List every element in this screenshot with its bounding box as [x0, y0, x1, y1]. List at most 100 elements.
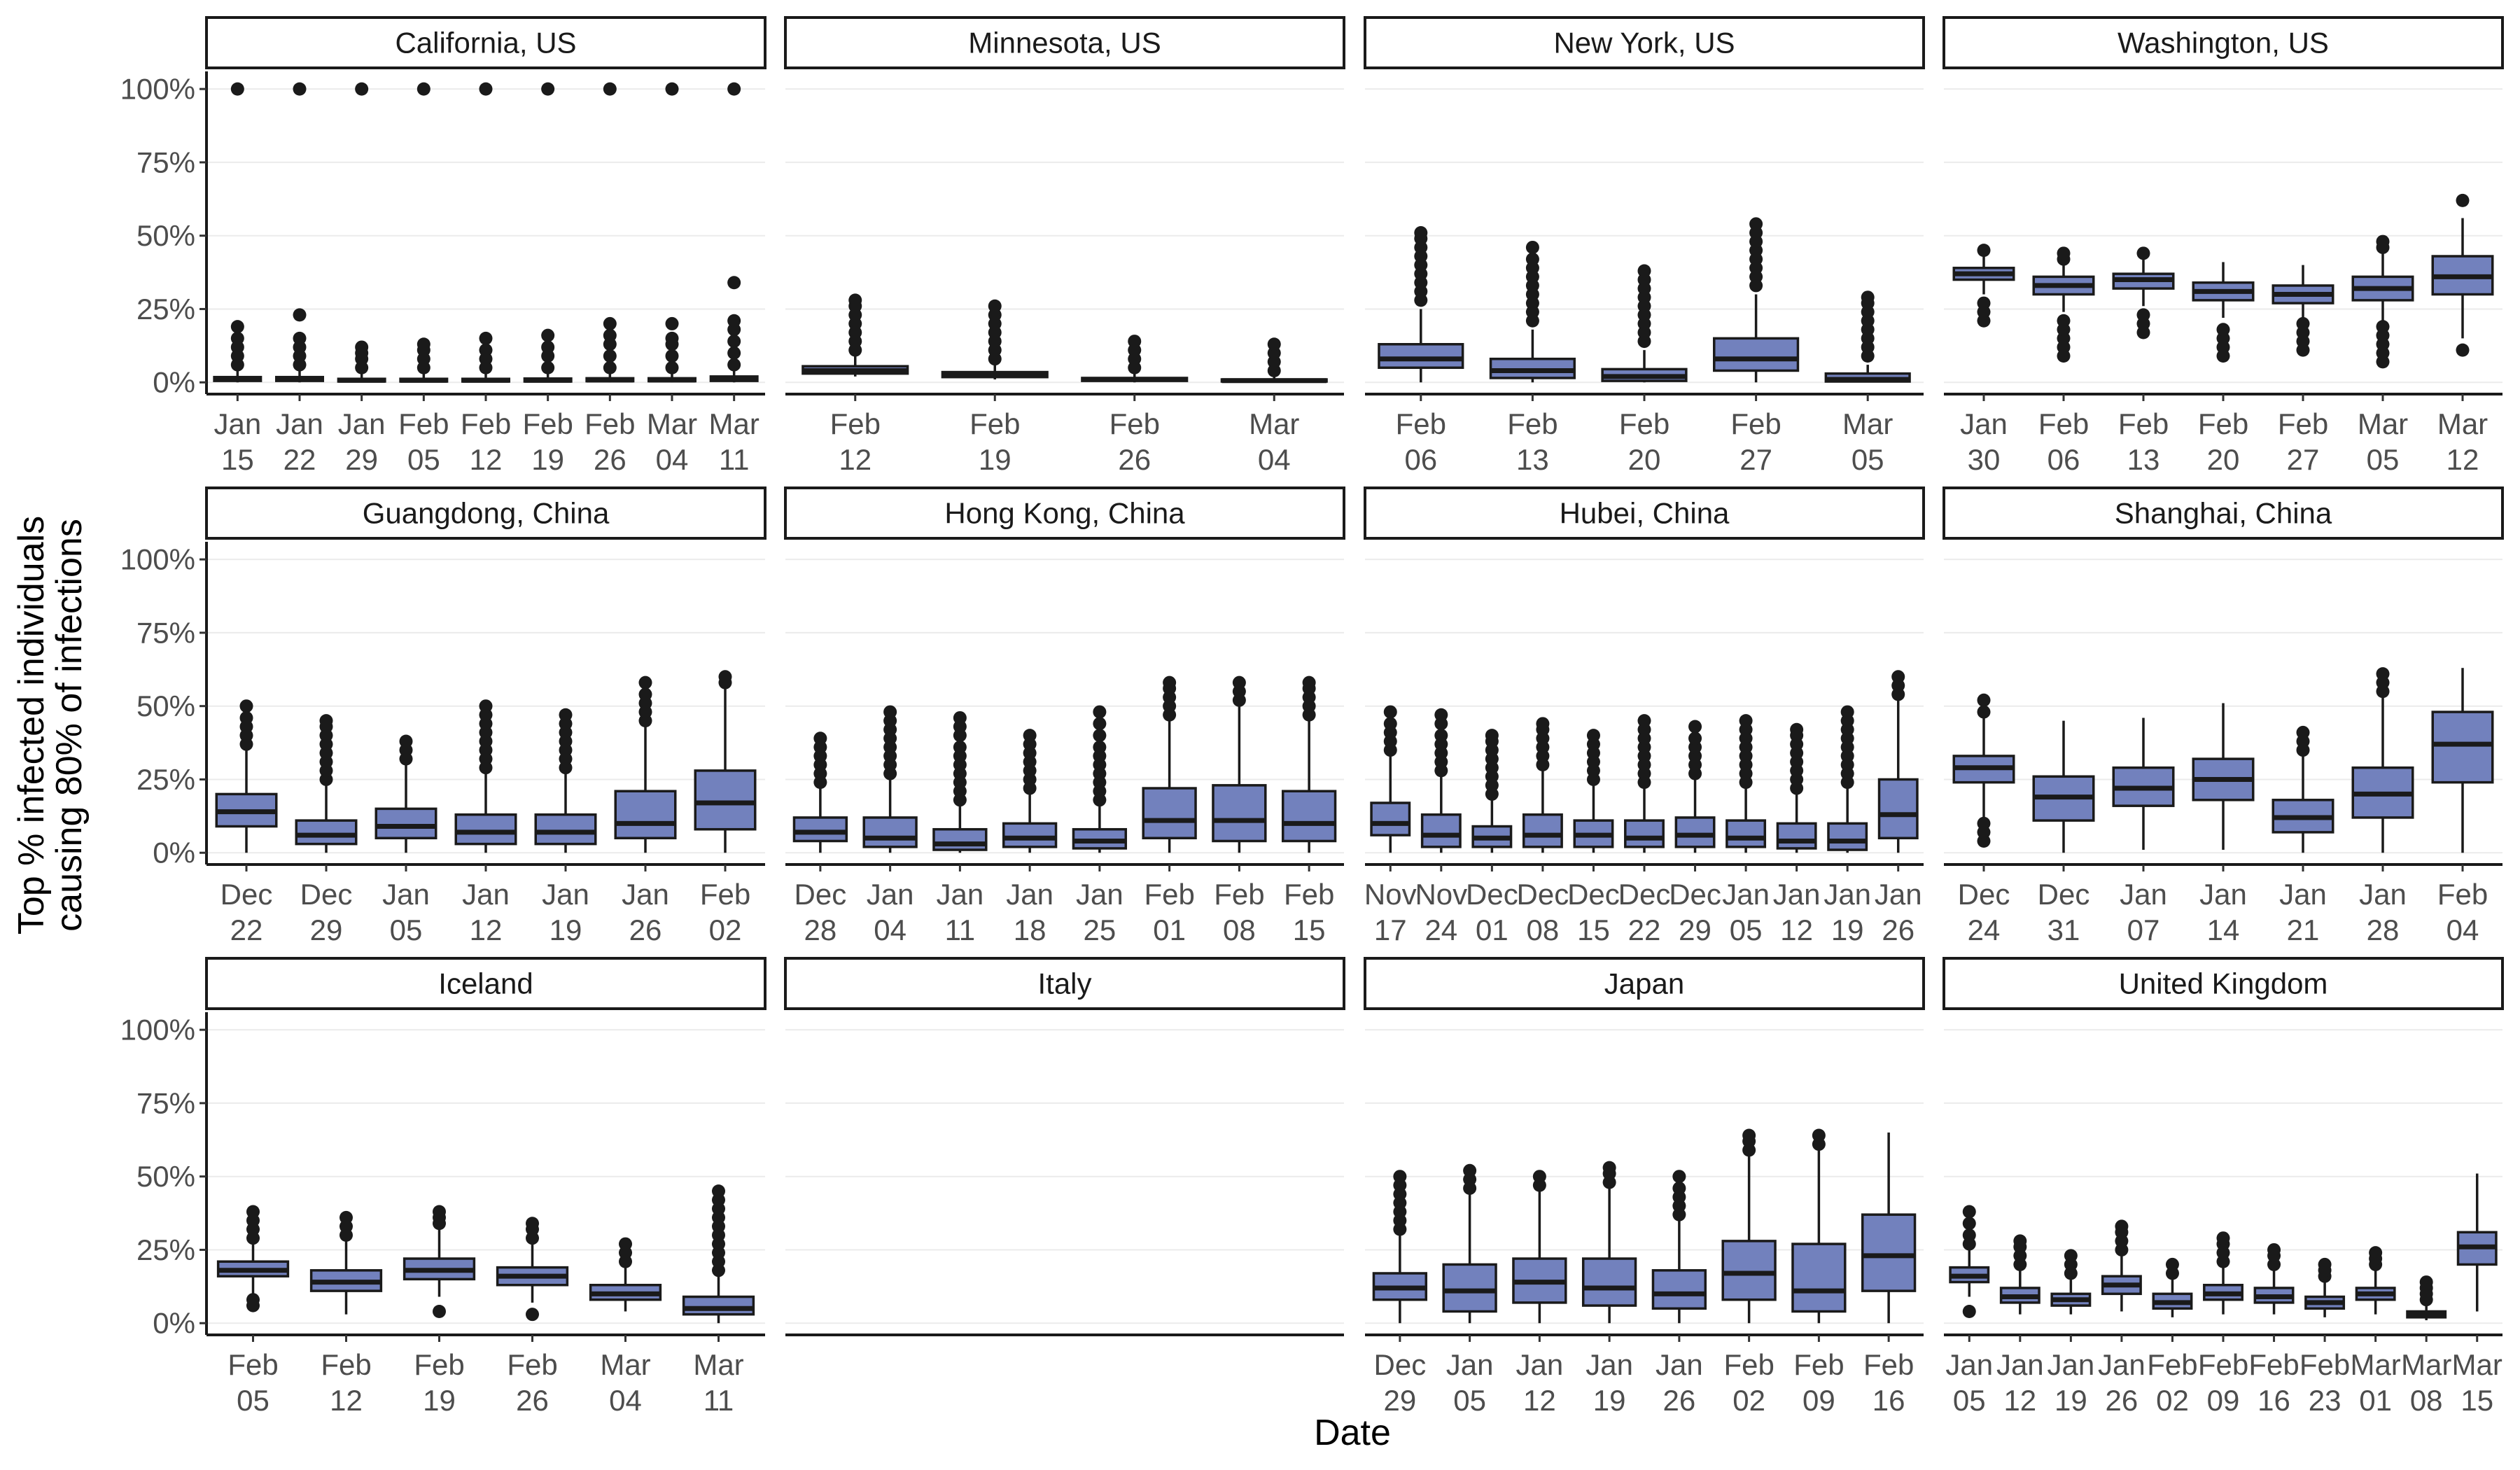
box-iqr [1378, 343, 1464, 370]
outlier-point [1688, 720, 1702, 734]
box-group [1624, 714, 1665, 853]
x-tick-label: 19 [1831, 913, 1864, 946]
x-tick-label: 29 [310, 913, 343, 946]
y-tick-label: 50% [136, 1160, 195, 1193]
box-group [1142, 676, 1197, 853]
outlier-point [1977, 705, 1991, 719]
box-group [862, 705, 918, 853]
box-group [1489, 240, 1576, 383]
x-tick-label: 19 [2054, 1384, 2087, 1417]
x-tick-label: 25 [1084, 913, 1116, 946]
outlier-point [712, 1184, 725, 1198]
box-group [2253, 1242, 2295, 1315]
x-tick-label: Jan [867, 878, 914, 911]
outlier-point [2456, 343, 2470, 357]
x-tick-label: Mar [2401, 1348, 2451, 1381]
box-group [2456, 1173, 2498, 1312]
box-group [682, 1184, 755, 1324]
outlier-point [2456, 193, 2470, 207]
box-group [2351, 234, 2414, 369]
outlier-point [541, 360, 555, 374]
x-tick-label: 01 [1153, 913, 1186, 946]
y-tick-label: 25% [136, 293, 195, 326]
facet-panel: Hong Kong, ChinaDec28Jan04Jan11Jan18Jan2… [784, 486, 1345, 946]
outlier-point [718, 670, 732, 684]
box-group [792, 732, 848, 853]
outlier-point [638, 676, 652, 690]
x-tick-label: 12 [470, 913, 503, 946]
box-iqr [614, 790, 677, 840]
x-tick-label: 05 [1953, 1384, 1986, 1417]
facet-title: Minnesota, US [968, 27, 1161, 59]
x-tick-label: Dec [300, 878, 353, 911]
outlier-point [1302, 676, 1316, 690]
box-group [402, 1205, 476, 1318]
x-tick-label: 29 [1679, 913, 1712, 946]
outlier-point [1977, 816, 1991, 830]
x-tick-label: 08 [1527, 913, 1560, 946]
outlier-point [1602, 1161, 1616, 1175]
x-tick-label: Nov [1415, 878, 1467, 911]
facet-panel: Iceland0%25%50%75%100%Feb05Feb12Feb19Feb… [120, 957, 766, 1417]
y-tick-label: 100% [120, 73, 195, 106]
box-group [275, 82, 324, 383]
box-group [295, 714, 358, 853]
y-tick-label: 100% [120, 543, 195, 576]
x-tick-label: 11 [704, 1384, 734, 1417]
box-group [461, 82, 510, 383]
box-group [1471, 729, 1513, 853]
outlier-point [2369, 1246, 2383, 1260]
x-tick-label: Jan [1722, 878, 1770, 911]
x-tick-label: Jan [1960, 407, 2008, 440]
facet-panel: Guangdong, China0%25%50%75%100%Dec22Dec2… [120, 486, 766, 946]
facet-strip [205, 486, 766, 540]
box-group [1952, 244, 2015, 328]
outlier-point [848, 293, 862, 307]
x-tick-label: Jan [1446, 1348, 1494, 1381]
x-tick-label: 12 [839, 443, 872, 476]
box-group [1674, 720, 1716, 853]
outlier-point [1891, 670, 1905, 684]
outlier-point [2136, 308, 2150, 322]
box-iqr [932, 827, 988, 851]
box-iqr [1281, 790, 1337, 843]
outlier-point [293, 308, 307, 322]
x-tick-label: Jan [2047, 1348, 2095, 1381]
x-tick-label: Mar [693, 1348, 743, 1381]
x-tick-label: Feb [2248, 1348, 2299, 1381]
x-tick-label: Jan [1875, 878, 1922, 911]
x-tick-label: 26 [594, 443, 626, 476]
x-tick-label: Mar [2358, 407, 2408, 440]
outlier-point [1739, 714, 1753, 728]
facet-strip [1364, 16, 1925, 69]
box-group [213, 82, 262, 383]
box-group [2112, 718, 2175, 850]
x-tick-label: Nov [1364, 878, 1417, 911]
outlier-point [2115, 1219, 2129, 1233]
outlier-point [355, 82, 369, 96]
x-tick-label: 07 [2127, 913, 2160, 946]
x-tick-label: 29 [345, 443, 378, 476]
outlier-point [883, 705, 897, 719]
box-group [534, 708, 597, 853]
x-tick-label: Jan [622, 878, 669, 911]
x-tick-label: Dec [220, 878, 273, 911]
box-group [1378, 226, 1464, 383]
x-tick-label: Jan [1516, 1348, 1564, 1381]
x-tick-label: Jan [1773, 878, 1821, 911]
x-tick-label: 05 [407, 443, 440, 476]
box-group [614, 676, 677, 853]
x-tick-label: 24 [1968, 913, 2001, 946]
x-tick-label: Feb [1144, 878, 1194, 911]
x-tick-label: Jan [1945, 1348, 1993, 1381]
outlier-point [479, 343, 493, 357]
x-tick-label: 19 [531, 443, 564, 476]
y-tick-label: 75% [136, 1086, 195, 1119]
facet-title: Japan [1604, 967, 1684, 1000]
box-iqr [1442, 1263, 1497, 1313]
box-group [1522, 717, 1563, 853]
box-iqr [1002, 822, 1058, 848]
outlier-point [1637, 714, 1651, 728]
x-tick-label: Feb [507, 1348, 557, 1381]
